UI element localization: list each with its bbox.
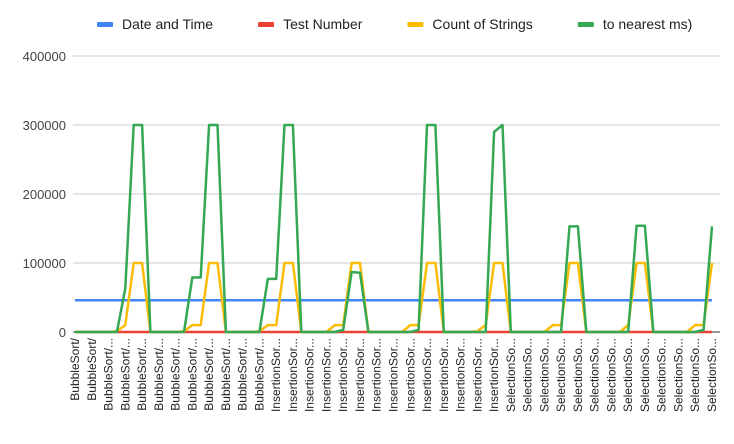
x-tick-label: BubbleSort/... (102, 338, 116, 411)
x-tick-label: InsertionSor... (454, 338, 468, 412)
x-tick-label: InsertionSor... (487, 338, 501, 412)
y-tick-label: 200000 (23, 187, 66, 202)
x-tick-label: SelectionSo... (571, 338, 585, 412)
legend-swatch (407, 22, 424, 27)
x-tick-label: BubbleSort/... (169, 338, 183, 411)
x-tick-label: InsertionSor... (470, 338, 484, 412)
legend-swatch (97, 22, 113, 27)
x-tick-label: SelectionSo... (705, 338, 719, 412)
x-tick-label: InsertionSor... (336, 338, 350, 412)
x-tick-label: SelectionSo... (655, 338, 669, 412)
x-tick-label: InsertionSor... (319, 338, 333, 412)
x-tick-label: SelectionSo... (671, 338, 685, 412)
x-tick-label: InsertionSor... (437, 338, 451, 412)
legend-swatch (258, 22, 275, 27)
series-line (75, 261, 714, 334)
x-tick-label: SelectionSo... (621, 338, 635, 412)
x-tick-label: SelectionSo... (537, 338, 551, 412)
x-tick-label: InsertionSor... (370, 338, 384, 412)
legend-label: to nearest ms) (603, 16, 692, 32)
x-tick-label: BubbleSort/... (118, 338, 132, 411)
x-tick-label: InsertionSor... (269, 338, 283, 412)
x-tick-label: InsertionSor... (387, 338, 401, 412)
series-line (75, 123, 714, 334)
x-tick-label: BubbleSort/ (85, 337, 99, 400)
y-tick-label: 0 (59, 325, 66, 340)
x-tick-label: BubbleSort/... (135, 338, 149, 411)
x-tick-label: InsertionSor... (303, 338, 317, 412)
legend-label: Date and Time (122, 16, 213, 32)
x-tick-label: SelectionSo... (638, 338, 652, 412)
x-tick-label: BubbleSort/... (185, 338, 199, 411)
x-tick-label: SelectionSo... (504, 338, 518, 412)
x-tick-label: BubbleSort/... (152, 338, 166, 411)
x-tick-label: InsertionSor... (286, 338, 300, 412)
x-tick-label: SelectionSo... (521, 338, 535, 412)
legend: Date and Time Test Number Count of Strings… (97, 16, 692, 32)
x-tick-label: BubbleSort/... (236, 338, 250, 411)
legend-swatch (577, 22, 594, 27)
legend-label: Test Number (283, 16, 363, 32)
x-tick-label: BubbleSort/... (219, 338, 233, 411)
x-tick-label: BubbleSort/... (202, 338, 216, 411)
y-tick-label: 300000 (23, 118, 66, 133)
y-tick-label: 100000 (23, 256, 66, 271)
x-tick-label: SelectionSo... (588, 338, 602, 412)
x-tick-label: InsertionSor... (353, 338, 367, 412)
x-tick-label: SelectionSo... (688, 338, 702, 412)
x-tick-label: SelectionSo... (554, 338, 568, 412)
x-tick-label: InsertionSor... (403, 338, 417, 412)
legend-label: Count of Strings (432, 16, 532, 32)
y-tick-label: 400000 (23, 49, 66, 64)
x-tick-label: BubbleSort/... (252, 338, 266, 411)
x-tick-label: SelectionSo... (604, 338, 618, 412)
x-tick-label: BubbleSort/ (68, 337, 82, 400)
x-tick-label: InsertionSor... (420, 338, 434, 412)
